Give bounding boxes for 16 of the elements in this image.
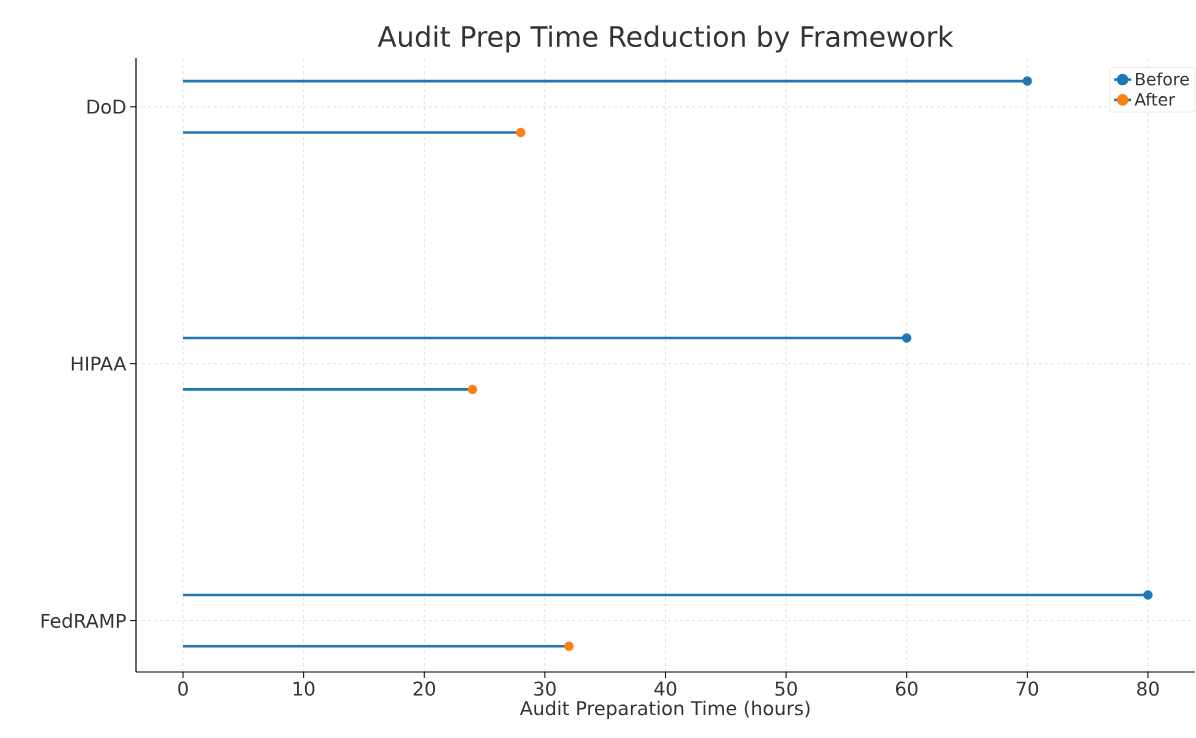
legend-label: Before xyxy=(1136,72,1189,86)
chart-title: Audit Prep Time Reduction by Framework xyxy=(377,25,954,53)
y-tick-label: HIPAA xyxy=(71,356,127,371)
y-tick-label: DoD xyxy=(87,99,126,114)
x-tick-label: 20 xyxy=(413,681,436,696)
x-axis-title: Audit Preparation Time (hours) xyxy=(519,700,810,719)
x-tick-label: 70 xyxy=(1016,681,1039,696)
x-tick-label: 10 xyxy=(293,681,315,696)
x-tick-label: 80 xyxy=(1137,681,1159,696)
x-tick-label: 60 xyxy=(896,681,918,696)
x-tick-label: 40 xyxy=(654,681,677,696)
y-tick-label: FedRAMP xyxy=(41,613,126,628)
x-tick-label: 30 xyxy=(534,681,556,696)
x-tick-label: 0 xyxy=(178,681,188,696)
x-tick-label: 50 xyxy=(775,681,797,696)
legend-label: After xyxy=(1134,92,1176,106)
